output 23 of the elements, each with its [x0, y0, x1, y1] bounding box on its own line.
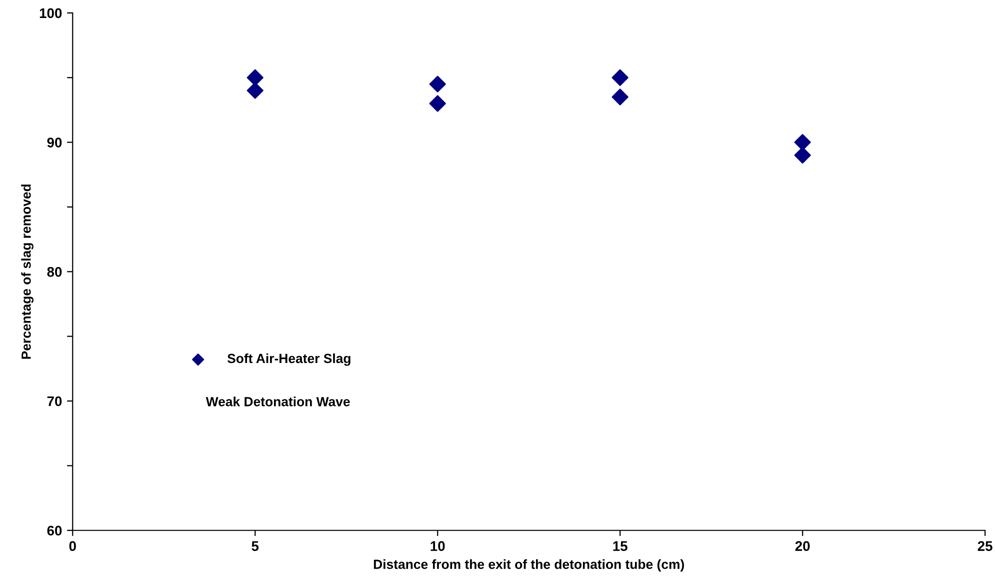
y-tick-label: 80 [47, 266, 62, 277]
y-tick-label: 70 [47, 396, 62, 406]
point [612, 88, 628, 106]
legend-label: Soft Air-Heater Slag [227, 353, 350, 366]
x-tick-label: 25 [978, 541, 992, 551]
point [794, 146, 811, 164]
point [612, 69, 628, 86]
y-tick-label: 100 [40, 8, 62, 18]
point [429, 76, 446, 92]
annotation: Weak Detonation Wave [206, 396, 350, 406]
y-axis-title: Percentage of slag removed [21, 184, 34, 359]
y-tick-label: 90 [47, 138, 62, 148]
x-axis-title: Distance from the exit of the detonation tube (cm) [374, 559, 684, 572]
y-tick-label: 60 [47, 526, 62, 536]
point [246, 82, 264, 99]
x-tick-label: 15 [613, 541, 628, 551]
point [794, 134, 811, 151]
x-tick-label: 0 [69, 541, 76, 551]
x-tick-label: 10 [430, 541, 445, 551]
point [246, 69, 264, 86]
x-tick-label: 20 [795, 541, 810, 551]
point [429, 95, 446, 112]
x-tick-label: 5 [252, 541, 259, 551]
